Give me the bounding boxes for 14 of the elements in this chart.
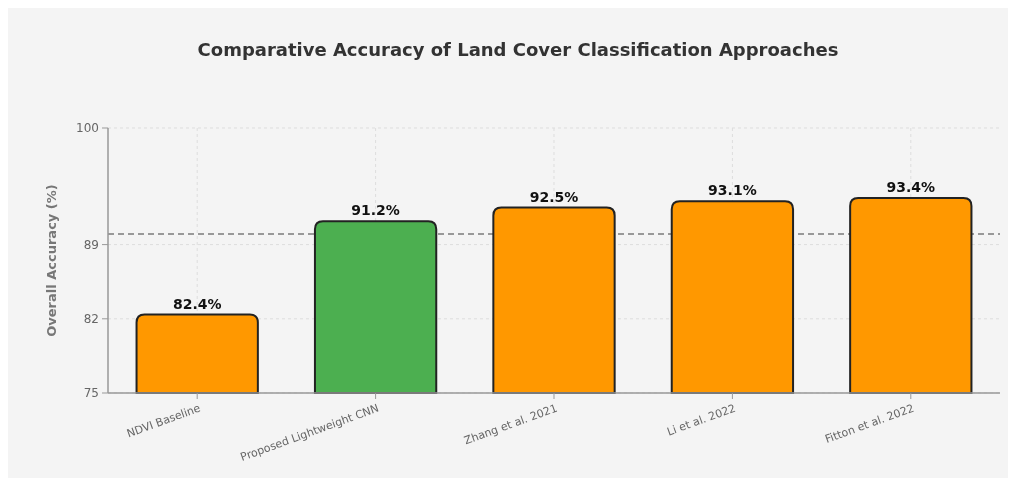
data-label: 82.4%: [172, 295, 222, 312]
y-tick-label: 100: [76, 121, 99, 136]
x-tick-label: Zhang et al. 2021: [462, 401, 560, 448]
data-label: 92.5%: [529, 188, 579, 205]
x-tick-label: Fitton et al. 2022: [823, 401, 916, 446]
data-label: 93.1%: [708, 182, 757, 199]
data-label: 91.2%: [351, 202, 400, 219]
y-axis-title: Overall Accuracy (%): [44, 184, 59, 337]
data-label: 93.4%: [886, 178, 936, 195]
chart-title: Comparative Accuracy of Land Cover Classification Approaches: [197, 39, 839, 60]
y-tick-label: 82: [83, 312, 99, 326]
y-tick-label: 75: [83, 386, 99, 401]
x-tick-label: Li et al. 2022: [665, 401, 738, 439]
y-tick-label: 89: [83, 237, 99, 252]
